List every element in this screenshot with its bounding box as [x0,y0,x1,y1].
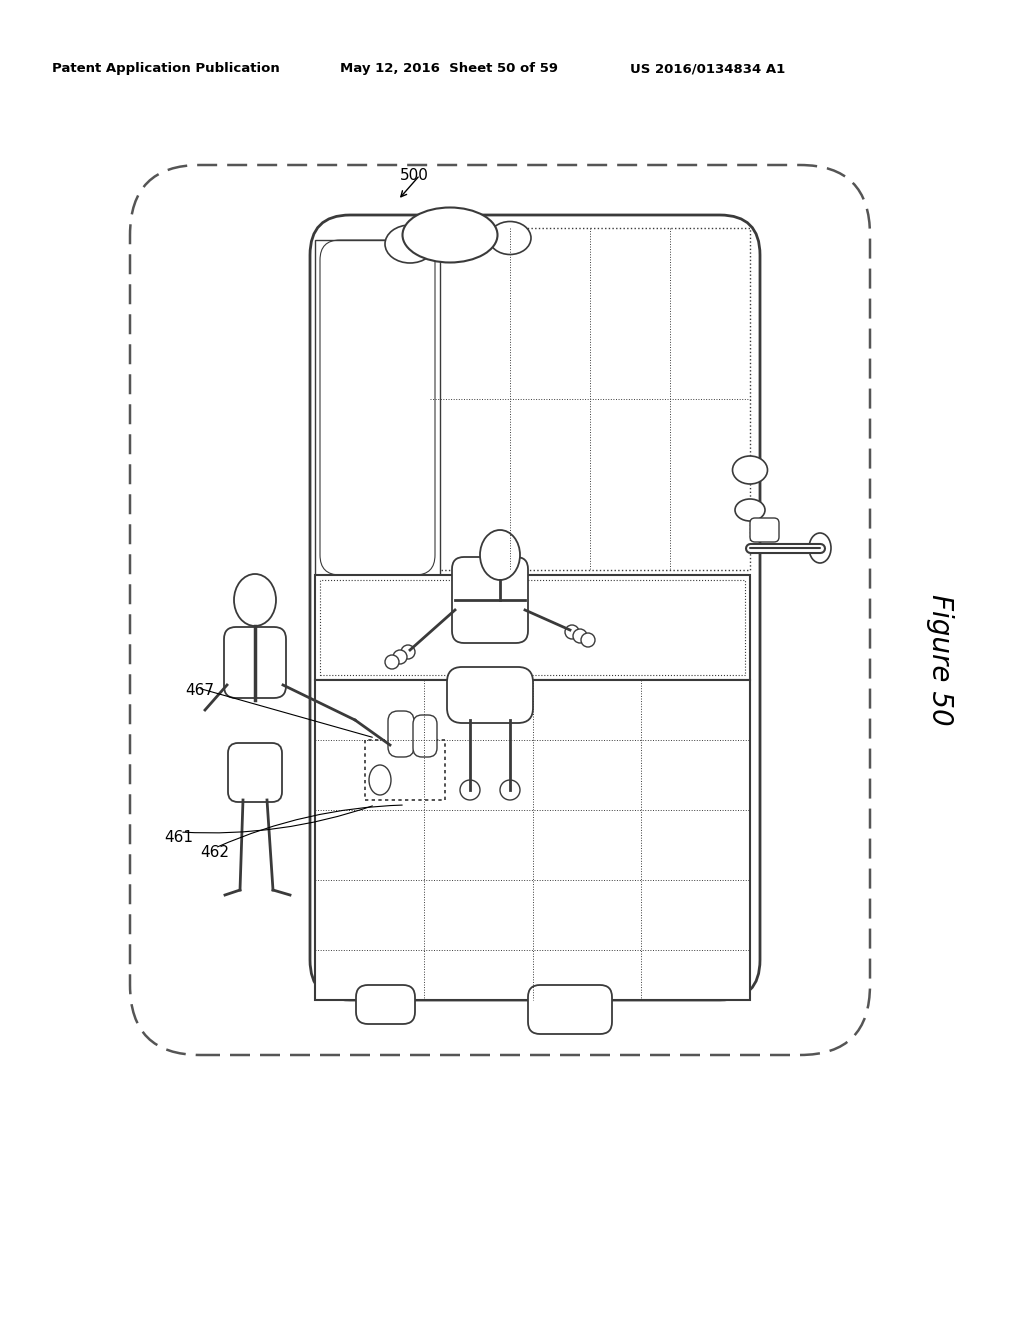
Text: May 12, 2016  Sheet 50 of 59: May 12, 2016 Sheet 50 of 59 [340,62,558,75]
Bar [315,576,750,680]
Ellipse shape [480,531,520,579]
Circle shape [565,624,579,639]
FancyBboxPatch shape [228,743,282,803]
Ellipse shape [385,224,435,263]
FancyBboxPatch shape [413,715,437,756]
FancyBboxPatch shape [528,985,612,1034]
FancyBboxPatch shape [224,627,286,698]
Text: 500: 500 [400,168,429,183]
Ellipse shape [489,222,531,255]
Text: 467: 467 [185,682,214,698]
FancyBboxPatch shape [447,667,534,723]
Ellipse shape [436,218,484,253]
Circle shape [393,649,407,664]
Ellipse shape [369,766,391,795]
FancyBboxPatch shape [310,215,760,1001]
Text: 462: 462 [200,845,229,861]
Ellipse shape [234,574,276,626]
Text: Patent Application Publication: Patent Application Publication [52,62,280,75]
Circle shape [460,780,480,800]
Bar [319,579,745,675]
Text: Figure 50: Figure 50 [926,594,954,726]
Ellipse shape [809,533,831,564]
Circle shape [385,655,399,669]
Ellipse shape [735,499,765,521]
Circle shape [401,645,415,659]
Ellipse shape [402,207,498,263]
Bar [430,228,750,570]
Circle shape [500,780,520,800]
Bar [315,680,750,1001]
Text: 461: 461 [164,830,193,845]
Circle shape [581,634,595,647]
FancyBboxPatch shape [356,985,415,1024]
Bar [315,240,440,579]
Text: US 2016/0134834 A1: US 2016/0134834 A1 [630,62,785,75]
FancyBboxPatch shape [388,711,414,756]
Circle shape [573,630,587,643]
FancyBboxPatch shape [452,557,528,643]
Bar [365,741,445,800]
Ellipse shape [732,455,768,484]
FancyBboxPatch shape [750,517,779,543]
